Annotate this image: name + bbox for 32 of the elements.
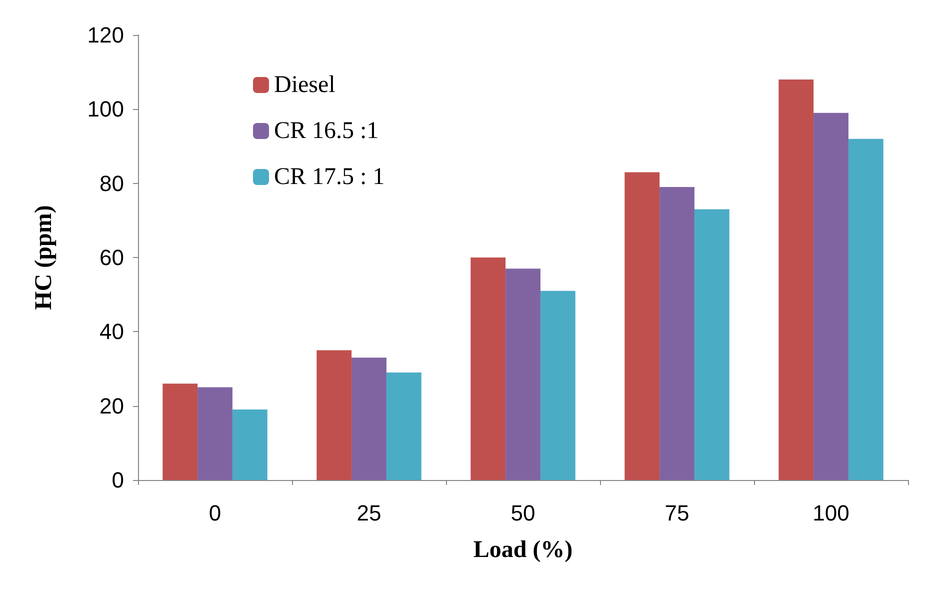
bar xyxy=(470,258,506,480)
bar xyxy=(162,384,198,480)
bar xyxy=(540,290,576,480)
y-tick-label: 0 xyxy=(112,468,124,492)
y-tick-label: 120 xyxy=(87,22,124,48)
legend-label: CR 17.5 : 1 xyxy=(274,164,385,190)
bar xyxy=(232,410,268,480)
bar xyxy=(624,172,660,480)
x-tick-label: 100 xyxy=(812,500,850,526)
x-tick-label: 25 xyxy=(356,500,382,526)
y-tick-label: 80 xyxy=(100,170,124,196)
bar xyxy=(778,80,814,480)
legend-label: Diesel xyxy=(274,72,336,98)
y-axis-title: HC (ppm) xyxy=(31,205,57,310)
bar xyxy=(352,358,386,480)
x-tick-label: 50 xyxy=(510,500,536,526)
y-tick-label: 40 xyxy=(100,319,124,344)
bar xyxy=(660,187,694,480)
x-tick-label: 0 xyxy=(208,500,222,526)
bar xyxy=(198,387,232,480)
y-tick-label: 20 xyxy=(100,393,124,418)
bar xyxy=(386,372,422,480)
y-tick-label: 60 xyxy=(100,245,124,270)
bar xyxy=(694,209,730,480)
legend-label: CR 16.5 :1 xyxy=(274,118,379,144)
bar xyxy=(506,268,540,480)
x-tick-label: 75 xyxy=(664,500,690,526)
bar xyxy=(316,350,352,480)
x-axis-title: Load (%) xyxy=(473,537,573,563)
y-tick-label: 100 xyxy=(87,96,124,122)
bar xyxy=(814,112,848,480)
bar xyxy=(848,138,884,480)
